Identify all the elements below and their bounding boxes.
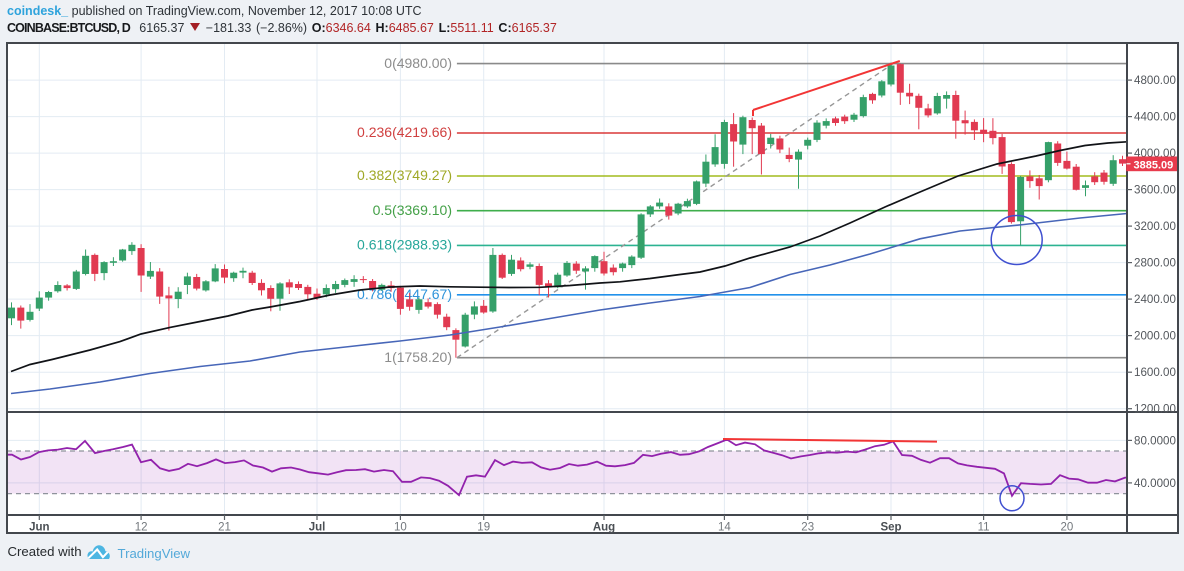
svg-text:0.786(2447.67): 0.786(2447.67) <box>357 286 452 302</box>
svg-text:2800.00: 2800.00 <box>1134 257 1176 270</box>
svg-text:Jul: Jul <box>309 522 326 534</box>
svg-text:1200.00: 1200.00 <box>1134 403 1176 416</box>
svg-text:10: 10 <box>394 522 407 534</box>
svg-text:80.0000: 80.0000 <box>1134 434 1176 447</box>
svg-text:3200.00: 3200.00 <box>1134 220 1176 233</box>
svg-text:0.5(3369.10): 0.5(3369.10) <box>373 202 452 218</box>
svg-text:11: 11 <box>978 522 990 534</box>
svg-text:1600.00: 1600.00 <box>1134 366 1176 379</box>
svg-text:0.382(3749.27): 0.382(3749.27) <box>357 167 452 183</box>
svg-text:12: 12 <box>135 522 148 534</box>
svg-text:40.0000: 40.0000 <box>1134 477 1176 490</box>
svg-text:23: 23 <box>801 522 814 534</box>
svg-text:20: 20 <box>1061 522 1074 534</box>
svg-text:Aug: Aug <box>593 522 615 534</box>
svg-text:3885.09: 3885.09 <box>1134 159 1174 171</box>
svg-text:0(4980.00): 0(4980.00) <box>384 55 452 71</box>
svg-text:0.618(2988.93): 0.618(2988.93) <box>357 237 452 253</box>
svg-text:14: 14 <box>718 522 731 534</box>
svg-text:4800.00: 4800.00 <box>1134 74 1176 87</box>
svg-text:19: 19 <box>477 522 490 534</box>
svg-text:2000.00: 2000.00 <box>1134 330 1176 343</box>
svg-text:0.236(4219.66): 0.236(4219.66) <box>357 124 452 140</box>
svg-text:2400.00: 2400.00 <box>1134 293 1176 306</box>
svg-text:Sep: Sep <box>880 522 901 534</box>
svg-text:3600.00: 3600.00 <box>1134 184 1176 197</box>
svg-text:4400.00: 4400.00 <box>1134 111 1176 124</box>
svg-text:21: 21 <box>218 522 231 534</box>
svg-text:Jun: Jun <box>29 522 49 534</box>
svg-text:1(1758.20): 1(1758.20) <box>384 349 452 365</box>
